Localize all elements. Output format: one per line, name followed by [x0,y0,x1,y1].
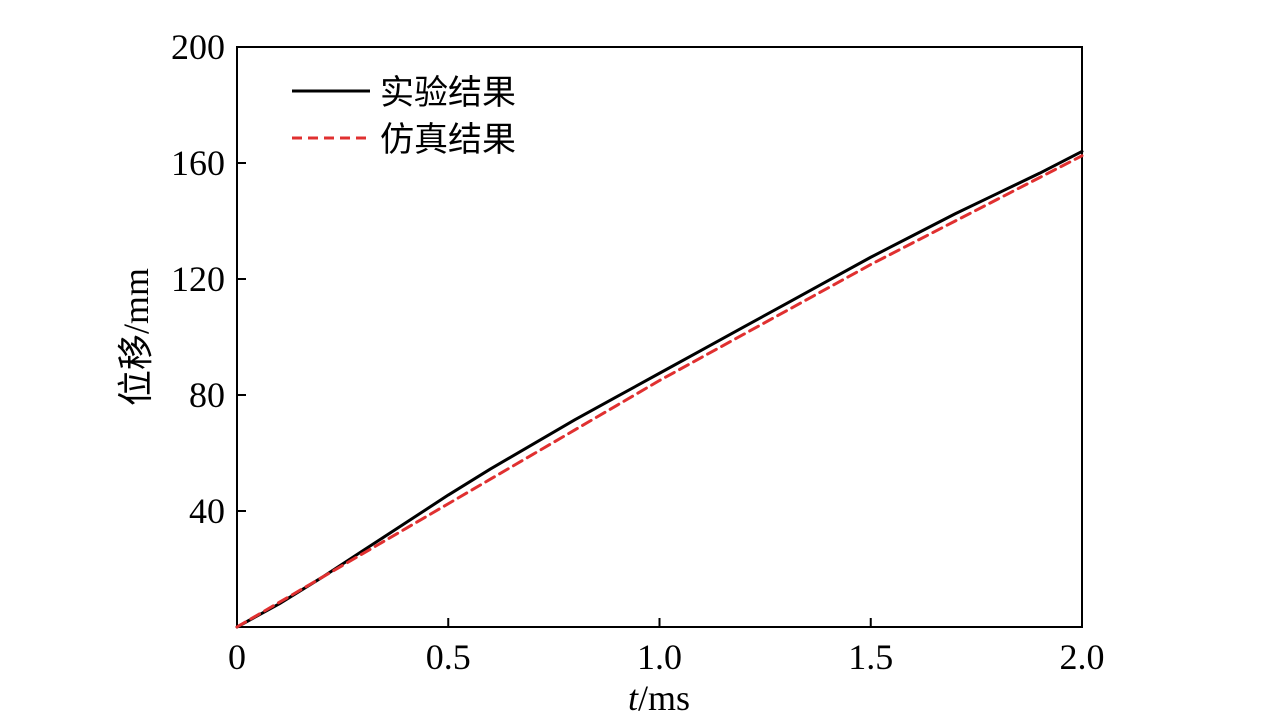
plot-frame [236,46,1083,628]
legend-label-simulation: 仿真结果 [380,120,516,160]
x-axis-label: t/ms [628,678,690,718]
y-axis-label: 位移/mm [116,268,156,406]
y-tick-label: 40 [189,491,225,531]
series-line-experiment [235,149,1084,629]
series-line-simulation [235,154,1084,629]
axis-ticks [236,46,1083,627]
x-tick-label: 1.5 [848,637,893,677]
y-tick-label: 160 [171,143,225,183]
x-tick-label: 2.0 [1060,637,1105,677]
x-tick-label: 0.5 [426,637,471,677]
x-axis-label-unit: /ms [638,678,690,718]
axis-tick-labels: 0 0.5 1.0 1.5 2.0 40 80 120 160 200 [171,27,1105,677]
y-tick-label: 200 [171,27,225,67]
x-tick-label: 1.0 [637,637,682,677]
legend-label-experiment: 实验结果 [380,73,516,113]
x-axis-label-variable: t [628,678,639,718]
x-tick-label: 0 [228,637,246,677]
y-tick-label: 80 [189,375,225,415]
y-tick-label: 120 [171,259,225,299]
series-lines [235,149,1084,629]
legend: 实验结果 仿真结果 [292,73,516,160]
